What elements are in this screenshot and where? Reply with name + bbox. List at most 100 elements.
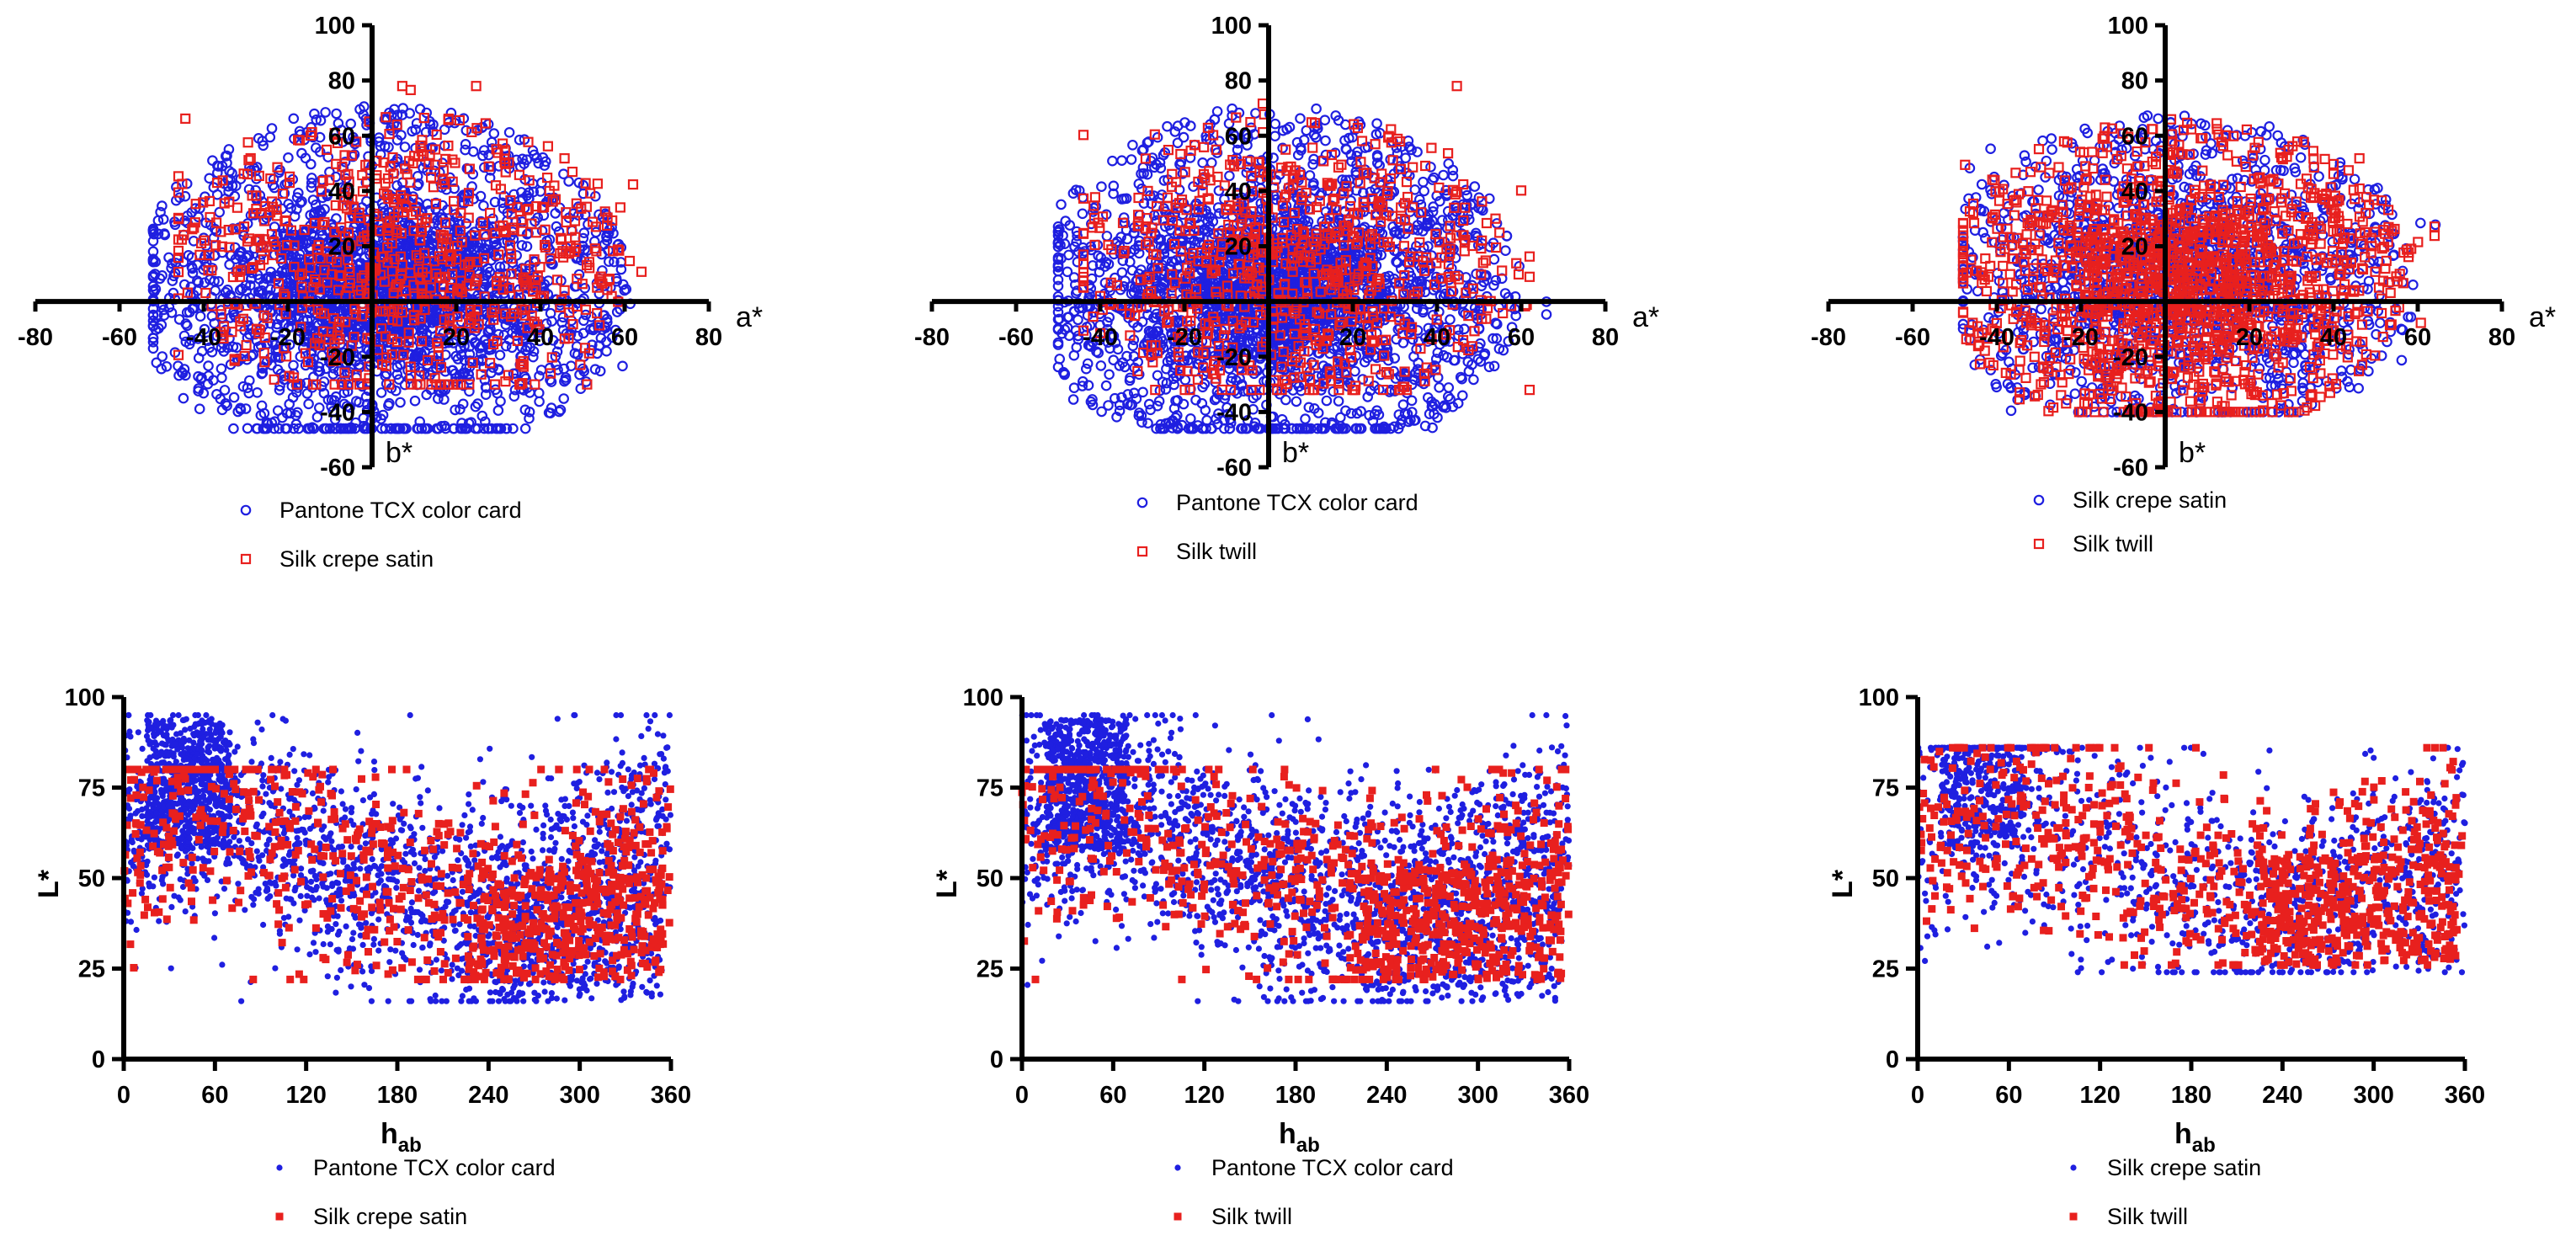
data-point-series-a [300, 359, 311, 371]
data-point-series-a [228, 391, 240, 403]
data-point-series-a [1126, 154, 1137, 165]
data-point-series-a [246, 273, 257, 285]
x-tick-label: 20 [443, 324, 470, 351]
data-point-series-a [527, 351, 539, 363]
data-point-series-a [178, 392, 189, 404]
data-point-series-a [147, 343, 159, 354]
data-point-series-a [1063, 249, 1074, 261]
data-point-series-a [1062, 266, 1073, 278]
data-point-series-a [1443, 158, 1454, 169]
data-point-series-a [203, 360, 214, 371]
panel-ab-tcx-vs-crepe: -80 -60 -40 -20 20 40 60 80-60-40-2020406080100… [18, 13, 763, 572]
data-point-series-a [617, 360, 628, 372]
data-point-series-a [1093, 250, 1104, 262]
data-point-series-a [1152, 131, 1163, 143]
x-tick-label: -60 [102, 324, 137, 351]
data-point-series-a [1311, 103, 1322, 114]
data-point-series-a [375, 387, 387, 398]
data-point-series-a [594, 365, 606, 377]
data-point-series-b [584, 263, 595, 274]
y-tick-label: 40 [328, 178, 355, 205]
data-point-series-a [161, 360, 173, 372]
data-point-series-a [1185, 413, 1196, 424]
data-point-series-a [1100, 380, 1112, 391]
data-point-series-a [1250, 108, 1261, 119]
data-point-series-a [257, 367, 269, 379]
data-point-series-b [450, 157, 460, 168]
y-tick-label: -20 [320, 344, 355, 371]
panel-ab-tcx-vs-twill: -80 -60 -40 -20 20 40 60 80-60-40-2020406080100… [914, 13, 1659, 564]
data-point-series-a [242, 423, 253, 434]
x-tick-label: 80 [695, 324, 722, 351]
data-point-series-a [216, 363, 227, 375]
data-point-series-a [1104, 369, 1115, 381]
data-point-series-a [171, 181, 182, 193]
data-point-series-a [207, 155, 218, 166]
legend-marker [240, 504, 252, 516]
data-point-series-a [187, 268, 199, 279]
data-point-series-b [180, 113, 191, 124]
data-point-series-b [559, 153, 570, 164]
y-tick-label: 100 [315, 13, 355, 40]
data-point-series-b [542, 141, 554, 152]
data-point-series-a [467, 168, 479, 180]
data-point-series-b [624, 255, 636, 267]
data-point-series-a [1319, 114, 1331, 125]
data-point-series-a [320, 107, 331, 118]
x-tick-label: -80 [18, 324, 53, 351]
data-point-series-a [399, 141, 411, 152]
data-point-series-a [1095, 360, 1107, 371]
data-point-series-a [292, 187, 304, 199]
data-point-series-a [199, 323, 210, 335]
y-tick-label: 80 [328, 68, 355, 95]
data-point-series-b [627, 179, 639, 190]
y-axis-label: b* [386, 437, 412, 469]
data-point-series-a [1500, 245, 1511, 256]
data-point-series-b [567, 167, 578, 178]
legend-label: Silk crepe satin [279, 546, 434, 572]
data-point-series-a [1107, 155, 1118, 167]
data-point-series-a [1068, 382, 1080, 393]
data-point-series-a [391, 369, 403, 381]
data-point-series-a [494, 349, 506, 361]
y-tick-label: -60 [320, 455, 355, 482]
data-point-series-a [228, 423, 239, 434]
data-point-series-a [596, 248, 607, 260]
data-point-series-a [194, 311, 206, 322]
y-tick-label: -40 [320, 399, 355, 426]
data-point-series-a [306, 178, 317, 189]
data-point-series-a [1067, 394, 1079, 405]
legend-label: Pantone TCX color card [279, 498, 522, 523]
data-point-series-a [397, 109, 408, 120]
data-point-series-a [460, 218, 472, 229]
data-point-series-a [278, 370, 290, 381]
x-axis-label: a* [736, 301, 763, 333]
data-point-series-a [1081, 363, 1092, 375]
legend: Pantone TCX color card Silk crepe satin [240, 498, 522, 572]
data-points [147, 81, 647, 434]
data-point-series-a [460, 144, 471, 156]
data-point-series-a [1056, 199, 1067, 210]
data-point-series-a [157, 351, 168, 362]
data-point-series-a [266, 123, 278, 134]
legend-marker [240, 553, 252, 565]
data-point-series-a [315, 114, 327, 126]
data-point-series-a [1269, 118, 1281, 130]
data-point-series-b [242, 137, 253, 148]
data-point-series-a [601, 345, 612, 357]
data-point-series-a [356, 202, 368, 213]
data-point-series-b [636, 266, 647, 277]
data-point-series-a [492, 405, 504, 416]
data-point-series-a [409, 395, 421, 407]
y-tick-label: 60 [328, 123, 355, 150]
data-point-series-a [301, 388, 313, 399]
data-point-series-a [519, 423, 531, 434]
data-point-series-a [331, 108, 342, 120]
data-point-series-a [182, 320, 193, 332]
data-point-series-a [288, 113, 300, 125]
data-point-series-a [1443, 391, 1454, 402]
data-point-series-a [1108, 354, 1119, 365]
data-point-series-a [1333, 396, 1344, 407]
data-point-series-b [405, 84, 416, 96]
